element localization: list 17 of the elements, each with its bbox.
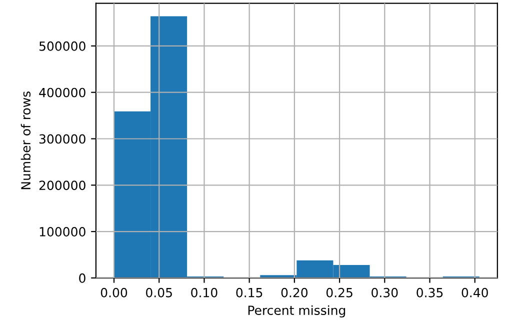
x-tick-label: 0.05 [146,288,172,298]
y-axis-title: Number of rows [20,91,31,190]
x-axis-title: Percent missing [248,305,346,318]
x-tick-label: 0.30 [372,288,398,298]
y-tick-label: 500000 [39,41,86,51]
y-tick-label: 0 [79,273,86,283]
y-tick-label: 200000 [39,180,86,190]
x-tick-label: 0.35 [416,288,443,298]
x-tick-label: 0.10 [191,288,218,298]
x-tick-label: 0.15 [236,288,262,298]
x-tick-label: 0.20 [281,288,308,298]
y-tick-label: 300000 [39,134,86,144]
x-tick-label: 0.00 [100,288,128,298]
y-tick-label: 400000 [39,88,86,98]
x-tick-label: 0.40 [462,288,488,298]
x-tick-label: 0.25 [326,288,352,298]
y-tick-label: 100000 [40,227,86,236]
